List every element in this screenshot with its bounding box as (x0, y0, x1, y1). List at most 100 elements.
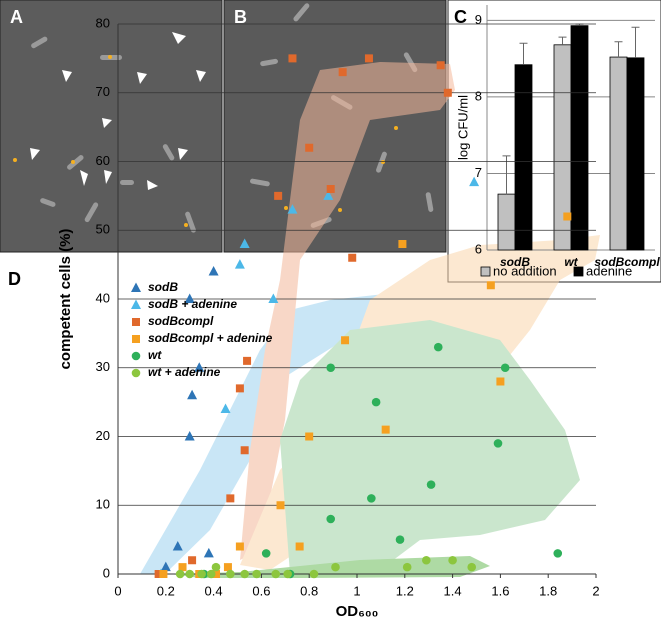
foci (284, 126, 398, 212)
y-tick-label: 0 (103, 565, 110, 580)
panel-label: D (8, 269, 21, 289)
legend-label: adenine (586, 263, 632, 278)
x-tick-label: 0.8 (300, 583, 318, 598)
point (235, 384, 244, 393)
region (280, 320, 580, 574)
x-tick-label: 1.2 (396, 583, 414, 598)
x-tick-label: sodB (500, 255, 530, 269)
error-bar (558, 36, 567, 45)
point (486, 281, 495, 290)
legend-marker (132, 335, 140, 343)
error-bar (614, 41, 623, 58)
point (160, 561, 171, 572)
point (553, 549, 563, 558)
legend-label: sodBcompl + adenine (148, 331, 273, 345)
x-tick-label: 0.4 (205, 583, 223, 598)
point (326, 514, 336, 524)
point (185, 569, 194, 579)
x-tick-label: 0.6 (252, 583, 270, 598)
y-tick-label: 6 (475, 241, 482, 256)
point (433, 342, 443, 352)
error-bar (519, 42, 528, 65)
point (226, 494, 235, 503)
x-tick-label: sodBcompl (594, 255, 660, 269)
point (367, 494, 376, 503)
point (426, 480, 436, 489)
micrograph-a (0, 0, 223, 253)
point (276, 501, 285, 510)
y-tick-label: 10 (96, 497, 110, 512)
bar (497, 193, 516, 251)
point (469, 176, 480, 187)
legend-marker (131, 299, 141, 309)
y-tick-label: 7 (475, 165, 482, 180)
region (170, 556, 490, 578)
x-tick-label: 2 (592, 583, 599, 598)
point (226, 569, 235, 579)
point (240, 569, 249, 579)
legend-marker (132, 318, 140, 326)
x-axis-label: OD₆₀₀ (336, 603, 379, 620)
point (500, 363, 510, 373)
point (381, 425, 390, 434)
y-tick-label: 70 (96, 84, 110, 99)
x-tick-label: 1.8 (539, 583, 557, 598)
point (448, 555, 457, 565)
point (208, 266, 219, 276)
point (402, 562, 412, 572)
legend-label: sodB (148, 280, 178, 294)
arrowheads (30, 32, 206, 190)
panel-label: C (454, 7, 467, 27)
legend-label: sodBcompl (148, 314, 214, 328)
point (184, 431, 195, 441)
legend-marker (131, 351, 141, 361)
point (443, 88, 452, 97)
point (223, 563, 232, 572)
foci (13, 55, 188, 227)
point (493, 439, 503, 448)
point (206, 569, 216, 579)
x-tick-label: 1 (353, 583, 360, 598)
point (175, 569, 185, 579)
point (211, 562, 221, 572)
point (288, 54, 297, 63)
point (422, 555, 431, 565)
point (305, 432, 314, 441)
legend-swatch (573, 266, 584, 277)
point (220, 403, 231, 413)
bar (609, 56, 628, 251)
y-tick-label: 60 (96, 153, 110, 168)
point (287, 204, 298, 214)
point (496, 377, 505, 386)
point (371, 397, 381, 407)
x-tick-label: wt (564, 255, 578, 269)
point (187, 389, 198, 400)
bar (626, 57, 645, 251)
point (243, 356, 252, 365)
x-tick-label: 1.4 (444, 583, 462, 598)
y-tick-label: 30 (96, 359, 110, 374)
point (203, 547, 214, 558)
point (178, 563, 187, 572)
point (188, 556, 197, 565)
legend-marker (131, 368, 141, 378)
x-tick-label: 0 (114, 583, 121, 598)
point (159, 570, 168, 578)
point (305, 143, 314, 152)
cells (31, 36, 196, 233)
charts: 6 7 8 9 log CFU/ml sodB wt sodBcompl no addition… (57, 5, 660, 620)
bar (570, 25, 589, 251)
error-bar (502, 155, 511, 195)
legend-swatch (480, 266, 491, 277)
panel-label: A (10, 7, 23, 27)
point (235, 542, 244, 551)
point (326, 185, 335, 193)
point (154, 570, 163, 578)
point (398, 240, 407, 248)
point (283, 569, 292, 579)
legend-marker (131, 282, 141, 292)
point (338, 68, 347, 77)
y-axis-label: log CFU/ml (455, 95, 470, 160)
point (309, 569, 319, 579)
